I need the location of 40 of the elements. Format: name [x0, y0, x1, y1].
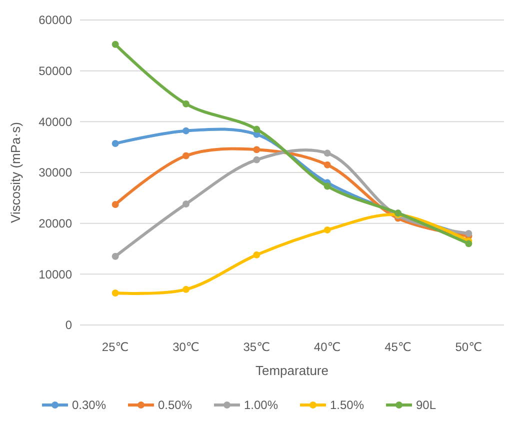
point [112, 252, 119, 260]
point [324, 182, 331, 190]
y-tick-label: 30000 [38, 166, 72, 180]
legend-label: 0.50% [158, 398, 192, 412]
point [182, 100, 190, 108]
point [253, 146, 260, 154]
y-tick-label: 40000 [38, 114, 72, 129]
x-tick-label: 45℃ [384, 340, 412, 354]
point [182, 152, 190, 160]
point [324, 150, 331, 157]
point [253, 156, 260, 164]
y-tick-label: 20000 [38, 216, 72, 231]
legend-label: 1.50% [330, 398, 364, 412]
y-tick-label: 0 [65, 318, 72, 332]
point [465, 230, 472, 237]
x-tick-label: 50℃ [455, 340, 482, 354]
point [182, 286, 190, 293]
x-axis-title: Temparature [256, 363, 328, 378]
x-tick-label: 30℃ [172, 340, 200, 354]
y-tick-label: 60000 [38, 13, 72, 28]
point [465, 240, 472, 248]
point [182, 200, 190, 208]
legend-label: 1.00% [244, 398, 278, 412]
point [112, 201, 119, 208]
point [112, 289, 119, 296]
x-tick-label: 35℃ [243, 340, 270, 354]
legend-label: 90L [416, 398, 436, 412]
point [324, 226, 331, 234]
x-tick-label: 25℃ [102, 340, 129, 354]
point [182, 127, 190, 134]
point [112, 140, 119, 148]
x-tick-label: 40℃ [314, 340, 341, 354]
y-tick-label: 50000 [38, 64, 72, 78]
point [253, 126, 260, 133]
point [112, 40, 119, 48]
y-tick-label: 10000 [38, 267, 72, 282]
point [324, 161, 331, 168]
legend-label: 0.30% [72, 398, 106, 412]
point [253, 251, 260, 258]
y-axis-title: Viscosity (mPa·s) [8, 122, 23, 223]
